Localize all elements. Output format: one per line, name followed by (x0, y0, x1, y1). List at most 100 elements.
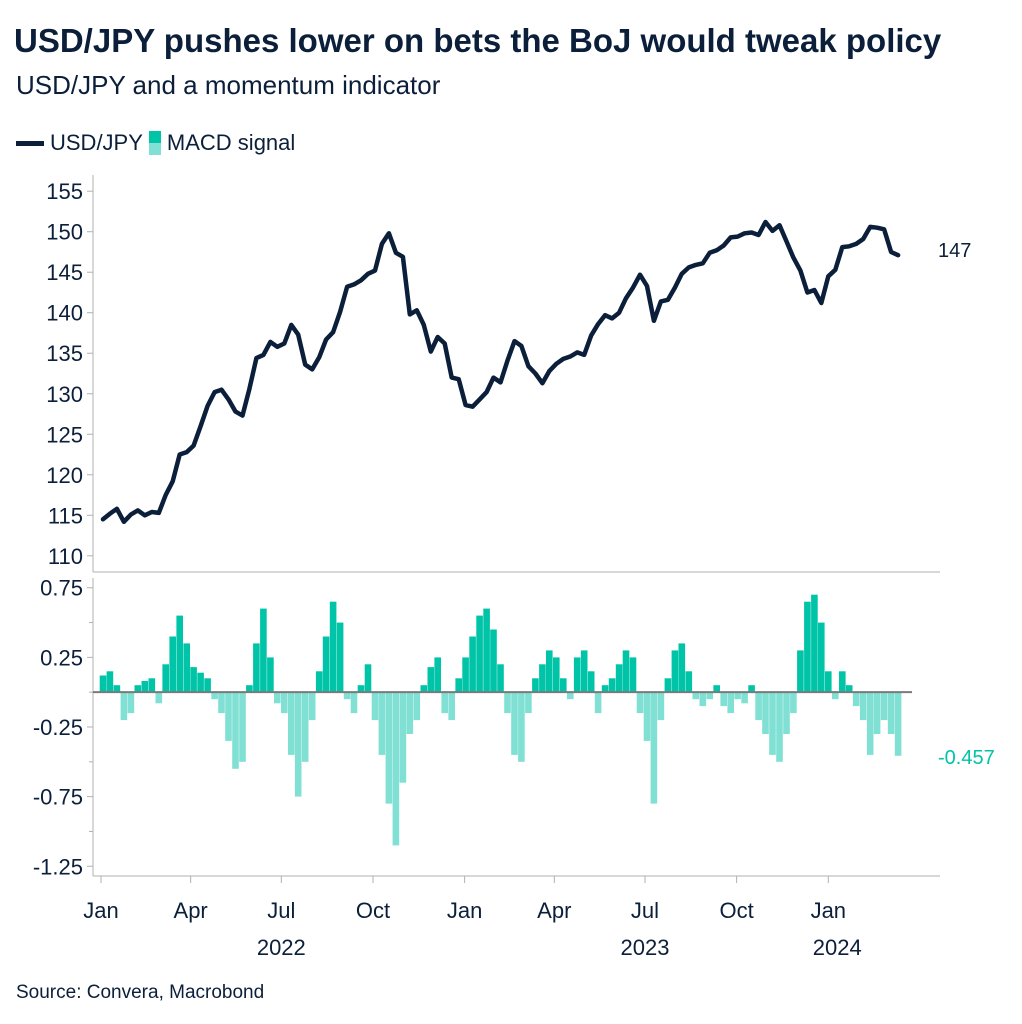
macd-bar (420, 685, 428, 693)
macd-bar (699, 692, 707, 707)
macd-bar (783, 692, 790, 734)
macd-bar (281, 692, 288, 714)
macd-bar (148, 678, 156, 693)
macd-bar (839, 671, 846, 693)
macd-bar (859, 692, 867, 721)
macd-bar (253, 643, 260, 693)
price-y-tick-label: 140 (46, 301, 83, 326)
chart-subtitle: USD/JPY and a momentum indicator (16, 70, 441, 100)
macd-bar (825, 671, 832, 693)
x-tick-label: Oct (356, 898, 390, 923)
macd-bar (239, 692, 246, 762)
macd-bar (573, 657, 581, 693)
macd-bar (580, 650, 588, 693)
macd-bar (587, 671, 595, 693)
price-end-label: 147 (938, 240, 971, 262)
macd-bar (594, 692, 602, 714)
macd-bar (190, 667, 197, 693)
macd-bar (866, 692, 874, 755)
macd-bar (678, 643, 686, 693)
macd-bar (288, 692, 295, 755)
macd-bar (176, 615, 183, 693)
macd-bar (427, 667, 435, 693)
macd-bar (106, 671, 114, 693)
legend-line-swatch (16, 140, 44, 146)
x-tick-label: Jan (447, 898, 482, 923)
macd-bar (392, 692, 400, 846)
macd-bar (225, 692, 232, 741)
macd-bar (267, 657, 274, 693)
macd-bar (776, 692, 783, 762)
macd-bar (127, 692, 135, 714)
macd-bar (504, 692, 511, 714)
macd-bar (441, 692, 448, 714)
legend-line-label: USD/JPY (50, 130, 143, 155)
macd-bar (657, 692, 665, 721)
macd-bar (322, 636, 330, 693)
macd-bar (329, 601, 337, 693)
macd-bar (894, 692, 902, 756)
macd-bar (880, 692, 888, 721)
macd-bar (664, 678, 672, 693)
macd-bar (350, 692, 358, 714)
legend-bar-label: MACD signal (166, 130, 296, 155)
macd-bar (448, 692, 455, 721)
macd-bar (804, 601, 811, 693)
x-year-label: 2024 (813, 935, 862, 960)
price-panel: 155 150 145 140 135 130 125 120 115 110 147 (46, 175, 971, 573)
macd-bar (246, 685, 253, 693)
macd-bar (294, 692, 302, 797)
macd-bar (301, 692, 309, 762)
macd-bar (706, 692, 713, 700)
macd-bar (741, 692, 748, 704)
macd-bar (636, 692, 644, 714)
macd-bar (622, 650, 630, 693)
macd-bar (169, 636, 176, 693)
macd-bar (434, 657, 441, 693)
macd-bar (608, 678, 616, 693)
macd-bar (141, 681, 149, 693)
macd-bar (567, 692, 574, 700)
macd-bar (371, 692, 379, 721)
macd-bar (887, 692, 895, 734)
macd-bar (211, 692, 218, 700)
price-y-tick-label: 120 (46, 463, 83, 488)
macd-bar (790, 692, 797, 714)
macd-bar (615, 664, 623, 693)
macd-bar (713, 685, 720, 693)
macd-bar (483, 608, 490, 693)
macd-y-tick-label: 0.75 (40, 576, 83, 601)
macd-bar (399, 692, 407, 783)
macd-bar (769, 692, 776, 755)
chart-title: USD/JPY pushes lower on bets the BoJ wou… (14, 22, 942, 59)
macd-bar (518, 692, 525, 762)
macd-bar (99, 675, 107, 693)
macd-bar (455, 678, 462, 693)
macd-bar (525, 692, 532, 714)
macd-bar (232, 692, 239, 769)
macd-bar (260, 608, 267, 693)
macd-bar (406, 692, 414, 734)
macd-y-tick-label: -0.25 (33, 715, 83, 740)
macd-bar (685, 671, 693, 693)
macd-bar (553, 657, 560, 693)
macd-bar (308, 692, 316, 721)
x-year-label: 2022 (257, 935, 306, 960)
macd-bar (720, 692, 727, 707)
x-tick-label: Apr (174, 898, 208, 923)
macd-bar (511, 692, 518, 755)
chart-legend: USD/JPY MACD signal (16, 128, 295, 158)
macd-bar (832, 692, 839, 700)
macd-bar (469, 636, 476, 693)
macd-end-label: -0.457 (938, 747, 995, 769)
macd-bar (120, 692, 128, 721)
macd-bar (671, 650, 679, 693)
x-tick-label: Jan (83, 898, 118, 923)
macd-bar (629, 657, 637, 693)
macd-bar (532, 678, 539, 693)
x-axis: Jan Apr Jul Oct Jan Apr Jul Oct Jan 2022 2023 2024 (83, 876, 862, 960)
macd-bar (811, 594, 818, 693)
legend-bar-swatch (148, 131, 161, 155)
price-y-tick-label: 125 (46, 422, 83, 447)
